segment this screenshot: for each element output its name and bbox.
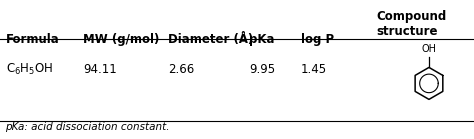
Text: Formula: Formula (6, 33, 59, 46)
Text: OH: OH (421, 44, 437, 54)
Text: pKa: pKa (249, 33, 274, 46)
Text: log P: log P (301, 33, 334, 46)
Text: 2.66: 2.66 (168, 63, 194, 76)
Text: Diameter (Å): Diameter (Å) (168, 33, 254, 46)
Text: 9.95: 9.95 (249, 63, 275, 76)
Text: MW (g/mol): MW (g/mol) (83, 33, 159, 46)
Text: $\mathregular{C_6H_5OH}$: $\mathregular{C_6H_5OH}$ (6, 62, 53, 77)
Text: pKa: acid dissociation constant.: pKa: acid dissociation constant. (5, 122, 169, 132)
Text: 94.11: 94.11 (83, 63, 117, 76)
Text: Compound
structure: Compound structure (377, 10, 447, 38)
Text: 1.45: 1.45 (301, 63, 327, 76)
